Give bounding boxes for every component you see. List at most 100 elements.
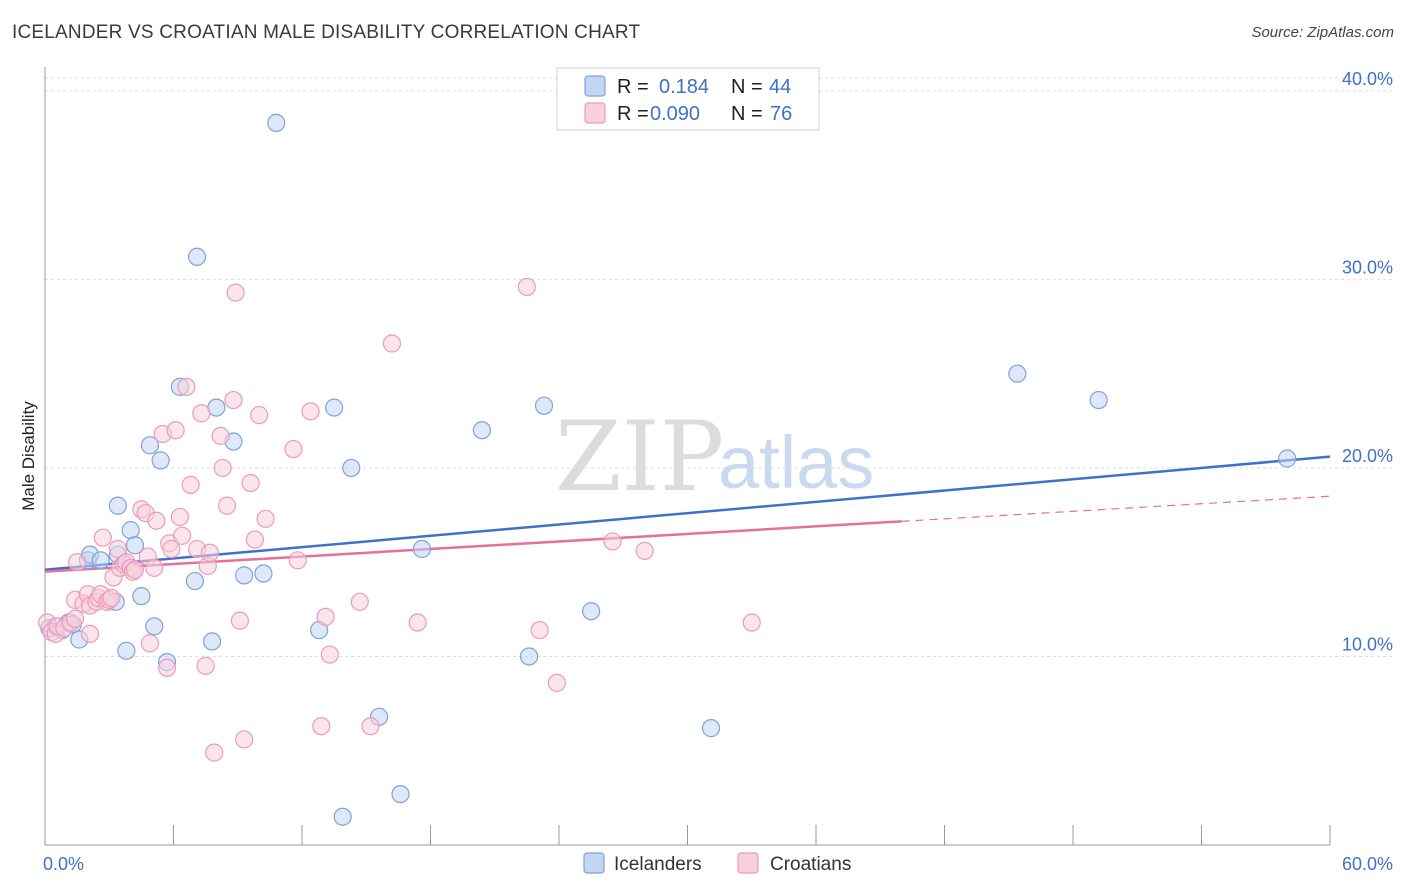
point-croatians (170, 507, 190, 527)
bottom-legend-label-croatians: Croatians (770, 854, 851, 875)
axes (44, 67, 1331, 846)
chart-title: ICELANDER VS CROATIAN MALE DISABILITY CO… (12, 22, 641, 43)
point-croatians (200, 543, 220, 562)
watermark: ZIP atlas (555, 401, 874, 513)
point-icelanders (519, 647, 539, 666)
point-icelanders (582, 602, 601, 621)
y-tick-label: 30.0% (1342, 257, 1393, 277)
y-axis-label: Male Disability (19, 401, 38, 511)
point-icelanders (108, 496, 127, 515)
point-croatians (157, 658, 177, 677)
trend-lines (44, 455, 1331, 573)
tick-labels: 10.0% 20.0% 30.0% 40.0% 0.0% 60.0% (43, 69, 1393, 874)
point-croatians (80, 624, 100, 643)
stats-legend: R = 0.184 N = 44 R = 0.090 N = 76 (556, 67, 820, 131)
point-croatians (196, 656, 215, 675)
point-croatians (350, 592, 369, 611)
point-icelanders (333, 807, 352, 826)
point-croatians (226, 283, 245, 302)
series-legend: Icelanders Croatians (583, 852, 851, 875)
x-tick-label-max: 60.0% (1342, 854, 1393, 874)
point-croatians (213, 458, 232, 478)
legend-swatch-croatians (584, 102, 606, 124)
point-croatians (635, 541, 654, 560)
legend-n-label-1: N = (731, 76, 763, 98)
point-croatians (217, 496, 237, 515)
point-croatians (108, 539, 127, 559)
point-icelanders (187, 247, 207, 266)
point-icelanders (125, 536, 145, 555)
point-croatians (205, 743, 224, 762)
legend-n-value-2: 76 (770, 103, 792, 125)
point-icelanders (91, 551, 110, 570)
point-icelanders (117, 641, 136, 660)
point-croatians (211, 426, 230, 445)
point-croatians (145, 558, 164, 577)
point-icelanders (1008, 364, 1027, 383)
point-croatians (102, 588, 121, 608)
point-icelanders (140, 436, 160, 455)
point-croatians (147, 511, 166, 530)
legend-r-value-1: 0.184 (659, 76, 709, 98)
point-croatians (235, 730, 254, 749)
point-icelanders (151, 451, 170, 470)
point-croatians (316, 607, 335, 626)
point-icelanders (325, 398, 344, 417)
point-croatians (162, 539, 181, 559)
point-croatians (172, 526, 192, 545)
point-croatians (312, 717, 331, 736)
point-croatians (320, 645, 339, 664)
bottom-legend-swatch-croatians (737, 852, 759, 874)
point-icelanders (391, 784, 410, 804)
point-croatians (224, 390, 243, 410)
point-croatians (603, 532, 622, 551)
point-croatians (192, 404, 211, 423)
point-icelanders (145, 617, 164, 636)
legend-swatch-icelanders (584, 75, 606, 97)
point-croatians (177, 377, 196, 396)
point-croatians (68, 553, 87, 572)
trend-line-icelanders (44, 455, 1331, 571)
chart-source: Source: ZipAtlas.com (1251, 24, 1394, 41)
point-icelanders (534, 396, 554, 415)
watermark-atlas: atlas (718, 421, 874, 504)
bottom-legend-swatch-icelanders (583, 852, 605, 874)
point-croatians (301, 402, 320, 421)
point-icelanders (254, 564, 273, 583)
point-icelanders (1278, 449, 1297, 468)
point-icelanders (202, 632, 222, 651)
trend-line-dashed-croatians (901, 495, 1331, 522)
legend-r-value-2: 0.090 (650, 103, 700, 125)
point-icelanders (267, 113, 286, 133)
point-icelanders (121, 521, 140, 540)
legend-n-label-2: N = (731, 103, 763, 125)
point-croatians (245, 530, 264, 549)
point-croatians (125, 560, 145, 579)
bottom-legend-label-icelanders: Icelanders (614, 854, 702, 875)
point-icelanders (185, 571, 205, 591)
point-icelanders (472, 421, 491, 440)
point-croatians (288, 551, 307, 570)
point-croatians (230, 611, 249, 630)
y-tick-label: 20.0% (1342, 446, 1393, 466)
point-croatians (284, 439, 303, 459)
point-croatians (361, 717, 380, 736)
point-croatians (241, 473, 260, 493)
point-croatians (181, 475, 200, 494)
legend-n-value-1: 44 (769, 76, 791, 98)
point-croatians (547, 673, 566, 692)
point-croatians (93, 528, 112, 547)
point-croatians (382, 334, 402, 353)
point-croatians (250, 406, 269, 425)
point-croatians (742, 613, 761, 632)
data-points (38, 113, 1297, 826)
point-icelanders (342, 458, 361, 478)
point-croatians (65, 609, 85, 628)
trend-line-croatians (44, 520, 902, 573)
point-croatians (530, 620, 549, 640)
x-tick-label-min: 0.0% (43, 854, 84, 874)
point-croatians (140, 634, 160, 653)
point-croatians (408, 613, 427, 632)
point-icelanders (235, 566, 254, 585)
